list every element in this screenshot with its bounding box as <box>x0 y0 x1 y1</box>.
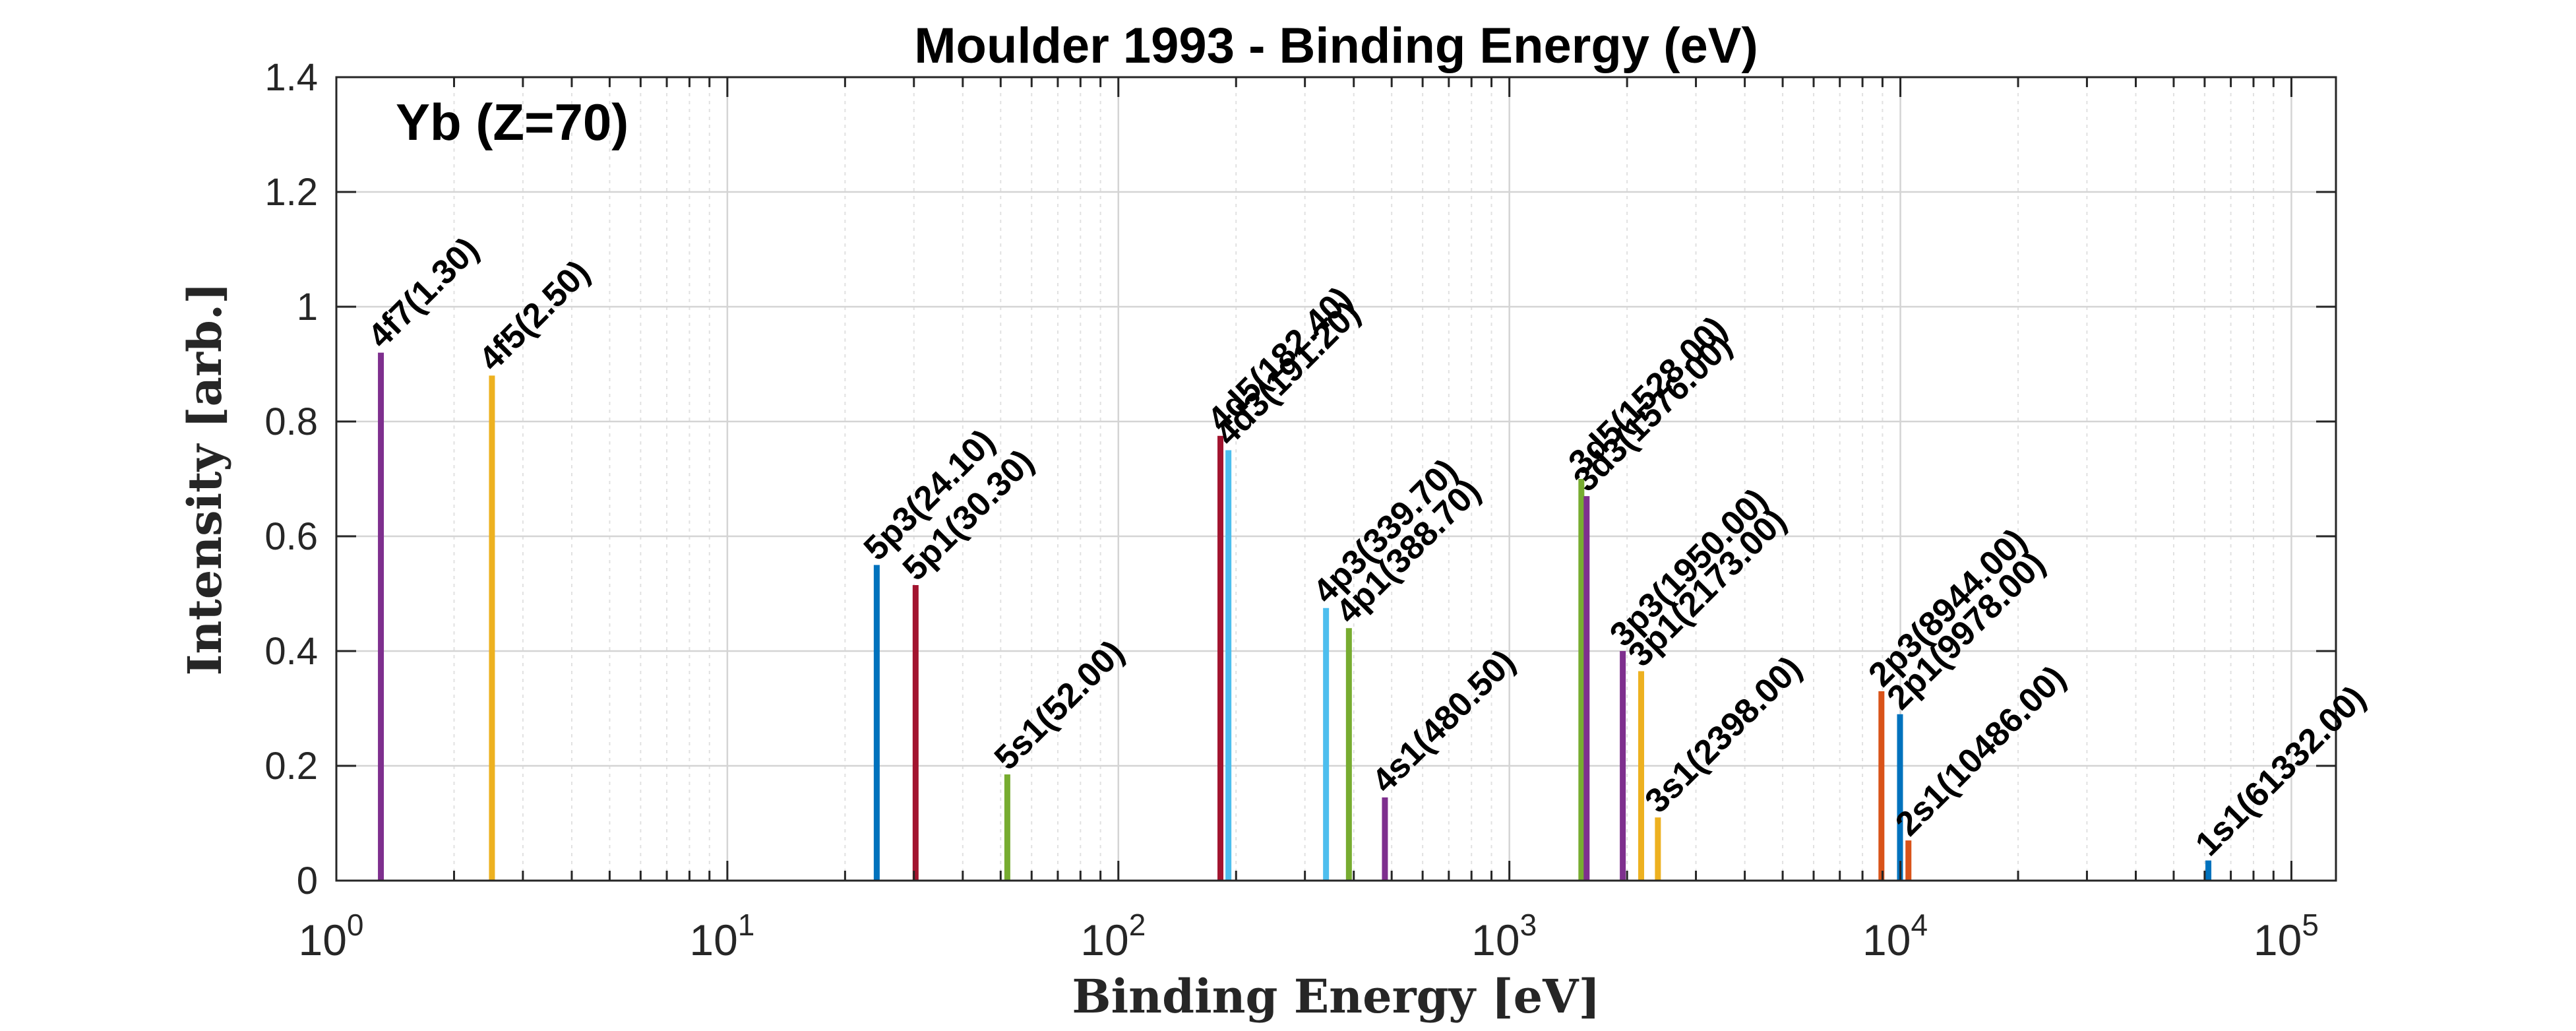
x-tick-base: 10 <box>298 916 346 964</box>
x-tick-base: 10 <box>2254 916 2302 964</box>
y-tick-label: 0.6 <box>264 515 318 558</box>
y-tick-label: 1.4 <box>264 56 318 99</box>
y-axis-label: Intensity [arb.] <box>177 282 232 676</box>
ticks <box>335 76 2336 882</box>
x-tick-base: 10 <box>1471 916 1519 964</box>
x-tick-labels: 100 101 102 103 104 105 <box>298 908 2318 964</box>
x-tick-exponent: 3 <box>1520 908 1537 942</box>
x-tick-label: 103 <box>1471 908 1537 964</box>
x-tick-label: 105 <box>2254 908 2319 964</box>
y-tick-label: 0.4 <box>264 630 318 673</box>
x-tick-label: 100 <box>298 908 363 964</box>
chart-title: Moulder 1993 - Binding Energy (eV) <box>914 18 1758 74</box>
y-tick-label: 0.2 <box>264 745 318 788</box>
y-tick-labels: 0 0.2 0.4 0.6 0.8 1 1.2 1.4 <box>264 56 318 902</box>
y-tick-label: 1.2 <box>264 171 318 214</box>
x-tick-label: 104 <box>1862 908 1928 964</box>
x-tick-label: 101 <box>689 908 754 964</box>
x-tick-exponent: 0 <box>347 908 364 942</box>
x-tick-exponent: 5 <box>2302 908 2319 942</box>
x-tick-base: 10 <box>1080 916 1128 964</box>
x-tick-exponent: 4 <box>1911 908 1928 942</box>
peaks <box>378 352 2212 881</box>
axes-box <box>335 76 2337 882</box>
x-tick-exponent: 1 <box>738 908 755 942</box>
y-tick-label: 0 <box>297 859 318 902</box>
x-tick-label: 102 <box>1080 908 1146 964</box>
plot-area <box>336 77 2336 881</box>
x-tick-base: 10 <box>1862 916 1911 964</box>
x-tick-exponent: 2 <box>1129 908 1146 942</box>
element-annotation: Yb (Z=70) <box>396 93 629 151</box>
x-axis-label: Binding Energy [eV] <box>1072 969 1600 1024</box>
y-tick-label: 1 <box>297 286 318 328</box>
y-tick-label: 0.8 <box>264 400 318 443</box>
x-tick-base: 10 <box>689 916 737 964</box>
